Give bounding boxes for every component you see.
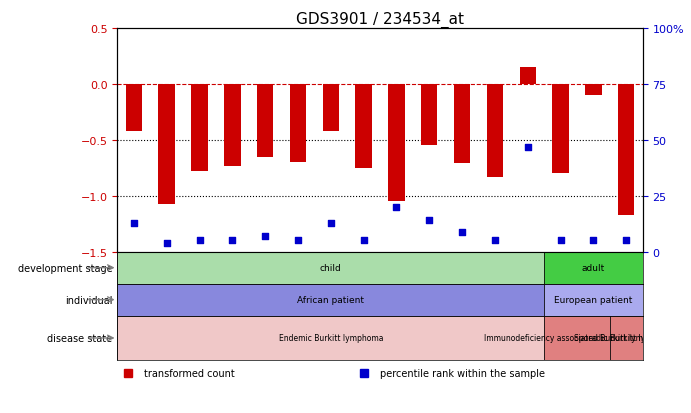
Bar: [355, 85, 372, 169]
Point: [457, 229, 468, 235]
Point: [292, 237, 303, 244]
Bar: [323, 85, 339, 132]
Point: [424, 218, 435, 224]
Point: [358, 237, 369, 244]
FancyBboxPatch shape: [117, 316, 545, 361]
Bar: [454, 85, 471, 164]
FancyBboxPatch shape: [117, 284, 545, 316]
Point: [325, 220, 337, 226]
Point: [194, 237, 205, 244]
Point: [522, 144, 533, 150]
Text: transformed count: transformed count: [144, 368, 234, 378]
Point: [391, 204, 402, 211]
Text: development stage: development stage: [17, 263, 112, 273]
Text: European patient: European patient: [554, 295, 632, 304]
Point: [555, 237, 566, 244]
Text: individual: individual: [65, 295, 112, 305]
Text: disease state: disease state: [47, 333, 112, 343]
Bar: [421, 85, 437, 146]
FancyBboxPatch shape: [609, 316, 643, 361]
Bar: [618, 85, 634, 215]
Point: [227, 237, 238, 244]
Bar: [520, 68, 536, 85]
Point: [161, 240, 172, 247]
Bar: [158, 85, 175, 204]
Point: [489, 237, 500, 244]
Bar: [486, 85, 503, 177]
Text: Sporadic Burkitt lymphoma: Sporadic Burkitt lymphoma: [574, 334, 679, 343]
Point: [588, 237, 599, 244]
Point: [260, 233, 271, 240]
FancyBboxPatch shape: [545, 316, 609, 361]
FancyBboxPatch shape: [117, 252, 545, 284]
Bar: [126, 85, 142, 132]
Text: adult: adult: [582, 263, 605, 273]
Bar: [191, 85, 208, 172]
Bar: [552, 85, 569, 174]
Bar: [257, 85, 274, 157]
Point: [621, 237, 632, 244]
Text: African patient: African patient: [297, 295, 364, 304]
Text: child: child: [320, 263, 341, 273]
Bar: [290, 85, 306, 163]
Bar: [224, 85, 240, 166]
Bar: [388, 85, 405, 202]
Point: [129, 220, 140, 226]
Text: Endemic Burkitt lymphoma: Endemic Burkitt lymphoma: [278, 334, 383, 343]
Text: Immunodeficiency associated Burkitt lymphoma: Immunodeficiency associated Burkitt lymp…: [484, 334, 670, 343]
Text: percentile rank within the sample: percentile rank within the sample: [380, 368, 545, 378]
FancyBboxPatch shape: [545, 252, 643, 284]
Title: GDS3901 / 234534_at: GDS3901 / 234534_at: [296, 12, 464, 28]
Bar: [585, 85, 602, 96]
FancyBboxPatch shape: [545, 284, 643, 316]
